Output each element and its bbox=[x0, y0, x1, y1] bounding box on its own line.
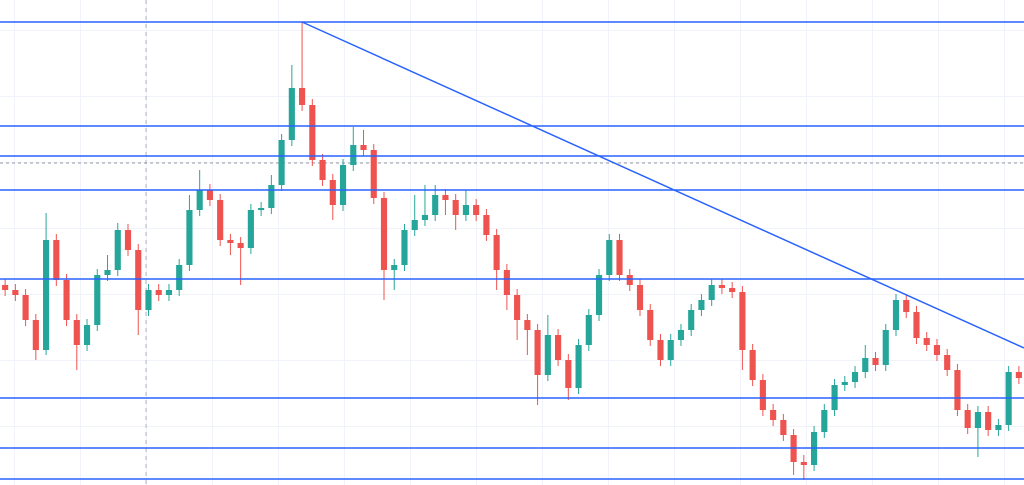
candle-body bbox=[595, 275, 603, 315]
candle-body bbox=[124, 230, 132, 250]
candle-body bbox=[350, 145, 357, 165]
candle-body bbox=[22, 295, 29, 320]
candle-body bbox=[237, 243, 244, 248]
candle-body bbox=[974, 412, 981, 428]
candle-body bbox=[186, 210, 193, 265]
candle-body bbox=[258, 208, 265, 210]
candle-body bbox=[749, 350, 756, 380]
candle-body bbox=[514, 295, 521, 320]
candle-body bbox=[862, 358, 869, 372]
candle-body bbox=[851, 372, 859, 382]
candle-body bbox=[452, 200, 459, 215]
candle-body bbox=[145, 290, 152, 310]
candle-body bbox=[933, 345, 941, 355]
candle-body bbox=[370, 150, 377, 198]
candle-body bbox=[606, 240, 613, 275]
candle-body bbox=[698, 300, 705, 310]
trend-line bbox=[301, 21, 1024, 349]
candle-body bbox=[882, 330, 889, 365]
candle-body bbox=[432, 195, 439, 215]
candle-body bbox=[1015, 372, 1022, 378]
candle-body bbox=[872, 358, 879, 365]
candle-body bbox=[718, 285, 725, 288]
candle-body bbox=[636, 285, 644, 310]
candle-body bbox=[227, 240, 234, 243]
candle-body bbox=[985, 412, 992, 430]
candle-body bbox=[309, 105, 316, 160]
candle-body bbox=[421, 215, 429, 220]
candle-body bbox=[759, 380, 766, 410]
candle-body bbox=[534, 330, 541, 375]
candle-body bbox=[903, 300, 910, 312]
candle-body bbox=[135, 250, 142, 310]
candle-body bbox=[462, 205, 469, 215]
candle-body bbox=[206, 190, 213, 200]
candle-body bbox=[268, 185, 275, 208]
candle-body bbox=[780, 420, 787, 435]
candle-body bbox=[524, 320, 531, 330]
candle-body bbox=[821, 410, 828, 432]
candle-body bbox=[800, 462, 807, 465]
candle-body bbox=[626, 275, 633, 285]
candle-body bbox=[360, 145, 367, 150]
candle-body bbox=[667, 340, 674, 360]
candle-body bbox=[155, 290, 162, 295]
candle-body bbox=[585, 315, 592, 345]
candle-body bbox=[770, 410, 777, 420]
candle-body bbox=[94, 275, 101, 325]
candle-body bbox=[288, 88, 295, 140]
candle-body bbox=[176, 265, 183, 290]
candle-body bbox=[565, 360, 572, 388]
candle-body bbox=[411, 220, 418, 230]
candle-body bbox=[544, 335, 551, 375]
candle-body bbox=[555, 335, 562, 360]
candle-body bbox=[53, 240, 60, 280]
candle-body bbox=[339, 165, 347, 205]
candle-body bbox=[32, 320, 39, 350]
candle-body bbox=[2, 285, 9, 290]
candle-body bbox=[278, 140, 285, 185]
candle-body bbox=[688, 310, 695, 330]
candle-body bbox=[114, 230, 121, 270]
candle-body bbox=[913, 312, 920, 338]
candle-body bbox=[165, 290, 173, 295]
candle-body bbox=[104, 270, 111, 275]
candle-body bbox=[73, 320, 80, 345]
candle-body bbox=[247, 210, 254, 248]
candle-body bbox=[892, 300, 900, 330]
candle-body bbox=[319, 160, 326, 180]
candle-body bbox=[677, 330, 685, 340]
candle-body bbox=[944, 355, 951, 370]
candle-body bbox=[841, 382, 848, 385]
candle-body bbox=[954, 370, 961, 410]
candle-body bbox=[616, 240, 623, 275]
candle-body bbox=[964, 410, 971, 428]
candle-body bbox=[575, 345, 582, 388]
candle-body bbox=[380, 198, 388, 270]
candle-body bbox=[329, 180, 336, 205]
candle-body bbox=[442, 195, 449, 200]
candle-body bbox=[196, 190, 203, 210]
candle-body bbox=[739, 292, 746, 350]
candle-body bbox=[923, 338, 930, 345]
candle-body bbox=[43, 240, 50, 350]
candle-body bbox=[708, 285, 715, 300]
candle-body bbox=[63, 280, 70, 320]
candle-body bbox=[299, 88, 306, 105]
candle-body bbox=[217, 200, 224, 240]
candle-body bbox=[493, 235, 500, 270]
candle-body bbox=[647, 310, 654, 340]
candle-body bbox=[473, 205, 480, 215]
candle-body bbox=[12, 290, 19, 295]
candle-body bbox=[483, 215, 490, 235]
candle-body bbox=[83, 325, 91, 345]
candle-body bbox=[995, 425, 1002, 430]
candle-body bbox=[503, 270, 510, 295]
candle-body bbox=[657, 340, 664, 360]
candle-body bbox=[729, 288, 736, 292]
candle-body bbox=[391, 265, 398, 270]
candle-body bbox=[401, 230, 408, 265]
